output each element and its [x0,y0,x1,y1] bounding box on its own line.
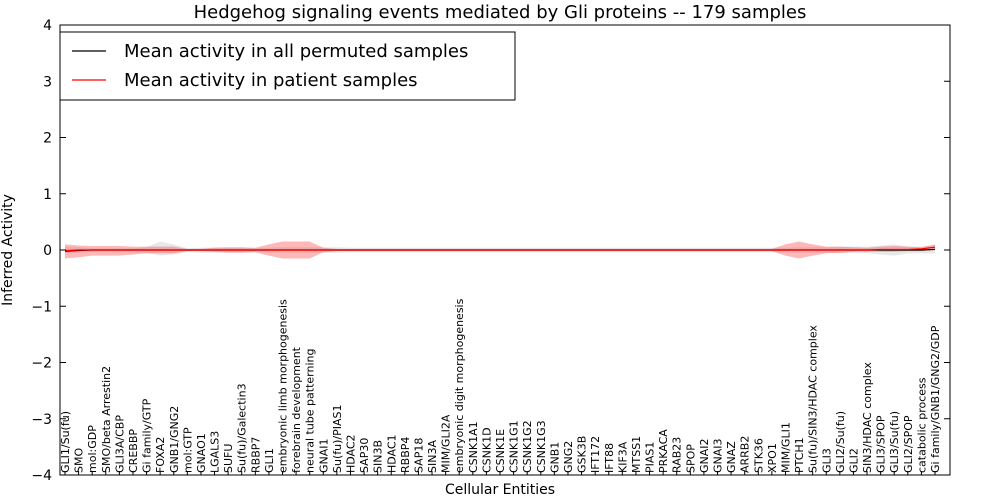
category-label: CSNK1A1 [467,421,480,473]
category-label: CREBBP [127,429,140,473]
category-label: FOXA2 [154,437,167,473]
y-tick-label: 1 [43,187,52,203]
y-tick-label: −4 [31,468,52,484]
category-label: GNAI2 [698,438,711,473]
category-label: CSNK1G1 [508,420,521,473]
category-label: GLI3 [820,448,833,473]
y-tick-label: 2 [43,131,52,147]
category-label: GLI3/Su(fu) [888,411,901,473]
x-axis-categories: GLI1/Su(fu) SMO mol:GDP SMO/beta Arrestin2 G… [59,298,942,475]
category-label: SPOP [684,444,697,473]
category-label: SUFU [222,444,235,473]
category-label: IFT172 [589,436,602,473]
category-label: GLI2/SPOP [902,415,915,473]
y-tick-label: 3 [43,74,52,90]
series-lines [64,246,936,252]
category-label: catabolic process [915,377,928,473]
band-permuted [65,241,935,256]
category-label: Su(fu)/SIN3/HDAC complex [807,325,820,473]
category-label: SIN3B [372,440,385,473]
category-label: GNAZ [725,441,738,473]
category-label: CSNK1D [480,427,493,473]
category-label: Gi family/GTP [141,398,154,473]
category-label: HDAC2 [344,434,357,473]
category-label: MIM/GLI2A [440,414,453,473]
y-tick-label: −1 [31,299,52,315]
category-label: CSNK1G2 [521,420,534,473]
category-label: HDAC1 [385,434,398,473]
category-label: mol:GDP [86,425,99,473]
category-label: forebrain development [290,346,303,473]
category-label: GLI3/SPOP [875,415,888,473]
chart-title: Hedgehog signaling events mediated by Gl… [194,2,807,23]
category-label: GSK3B [576,436,589,473]
y-tick-label: 0 [43,243,52,259]
category-label: GNG2 [562,441,575,473]
category-label: CSNK1G3 [535,420,548,473]
category-label: RAB23 [671,437,684,473]
y-axis: −4 −3 −2 −1 0 1 2 3 4 [31,18,950,484]
category-label: PIAS1 [644,442,657,473]
category-label: GNAO1 [195,433,208,473]
category-label: STK36 [752,438,765,473]
category-label: MTSS1 [630,436,643,473]
category-label: GLI2/Su(fu) [834,411,847,473]
y-tick-label: −2 [31,356,52,372]
category-label: embryonic limb morphogenesis [277,299,290,473]
category-label: mol:GTP [181,427,194,473]
category-label: GNB1 [548,442,561,473]
category-label: GLI3A/CBP [113,415,126,473]
category-label: PTCH1 [793,437,806,473]
category-label: PRKACA [657,429,670,473]
category-label: SMO [73,448,86,473]
x-axis-label: Cellular Entities [445,482,555,498]
category-label: ARRB2 [739,436,752,473]
category-label: Su(fu)/PIAS1 [331,405,344,473]
category-label: Gi family/GNB1/GNG2/GDP [929,325,942,473]
category-label: CSNK1E [494,429,507,473]
category-label: embryonic digit morphogenesis [453,298,466,473]
category-label: XPO1 [766,443,779,473]
legend-box [59,31,516,101]
y-tick-label: 4 [43,18,52,34]
y-tick-label: −3 [31,412,52,428]
category-label: GLI1/Su(fu) [59,411,72,473]
category-label: RBBP4 [399,437,412,473]
category-label: MIM/GLI1 [779,422,792,473]
category-label: SAP30 [358,438,371,473]
legend-label-permuted: Mean activity in all permuted samples [124,41,468,62]
category-label: SIN3/HDAC complex [861,362,874,473]
legend-label-patient: Mean activity in patient samples [124,70,418,91]
category-label: neural tube patterning [304,349,317,474]
category-label: GNAI3 [712,438,725,473]
category-label: SAP18 [412,438,425,473]
category-label: LGALS3 [209,431,222,473]
y-axis-label: Inferred Activity [0,194,16,306]
legend: Mean activity in all permuted samples Me… [59,31,516,101]
category-label: SMO/beta Arrestin2 [100,366,113,473]
category-label: GLI1 [263,448,276,473]
category-label: Su(fu)/Galectin3 [236,383,249,473]
category-label: RBBP7 [249,437,262,473]
category-label: GNB1/GNG2 [168,406,181,473]
category-label: GLI2 [847,448,860,473]
category-label: KIF3A [616,441,629,473]
category-label: GNAI1 [317,438,330,473]
line-patient-mean [64,246,936,252]
category-label: SIN3A [426,440,439,473]
category-label: IFT88 [603,443,616,473]
